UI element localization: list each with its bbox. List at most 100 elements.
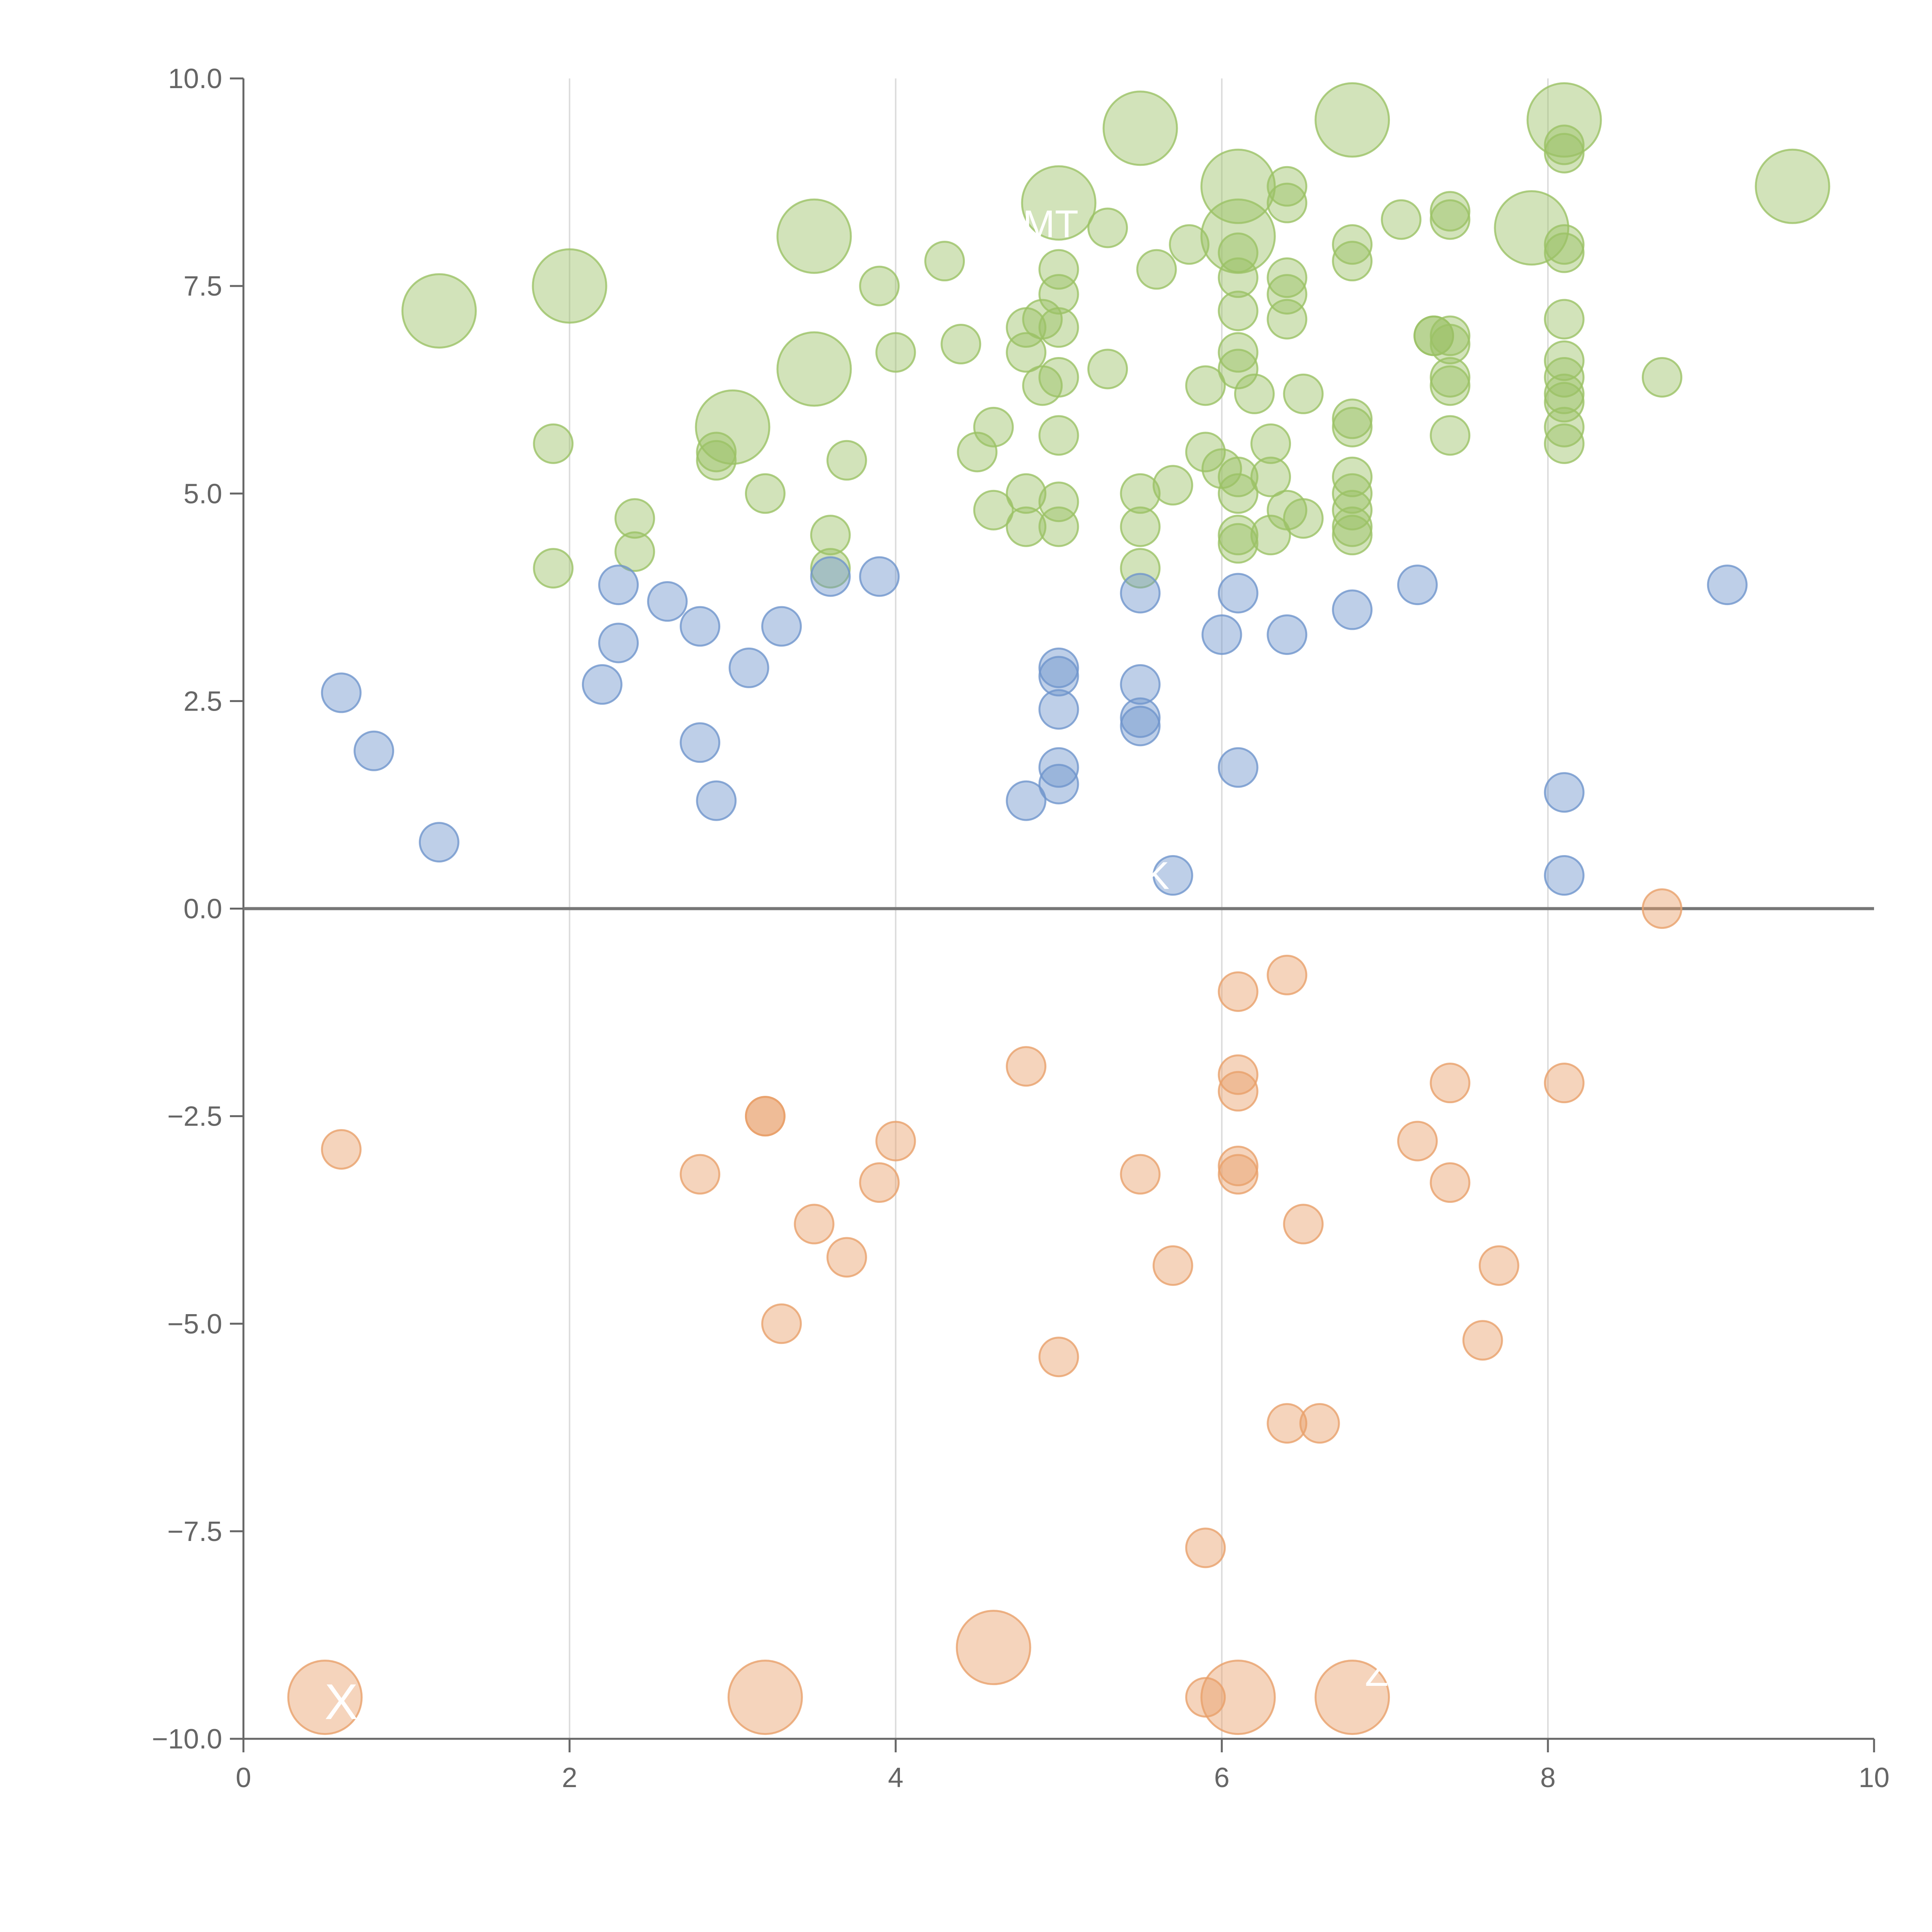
data-point — [1332, 515, 1373, 556]
data-point — [1218, 971, 1259, 1012]
x-tick-label: 0 — [236, 1762, 251, 1793]
data-point — [875, 332, 916, 373]
data-point — [1430, 1063, 1471, 1104]
data-point — [1038, 656, 1079, 697]
data-point — [745, 473, 786, 514]
data-point — [727, 1660, 803, 1735]
data-point — [1332, 406, 1373, 447]
data-point — [761, 606, 802, 647]
y-tick-label: 7.5 — [184, 271, 222, 302]
data-point — [1544, 855, 1585, 896]
data-point — [1218, 257, 1259, 298]
data-point — [1218, 523, 1259, 564]
data-point — [1218, 747, 1259, 788]
data-point — [1315, 1660, 1390, 1735]
data-point — [1267, 614, 1308, 655]
data-point — [1544, 224, 1585, 265]
data-point — [1544, 133, 1585, 173]
data-point — [1267, 182, 1308, 223]
data-point — [287, 1660, 363, 1735]
data-point — [1494, 190, 1570, 266]
data-point — [1152, 1245, 1193, 1286]
data-point — [1218, 332, 1259, 373]
data-point — [1544, 373, 1585, 414]
data-point — [1006, 780, 1047, 821]
data-point — [1332, 589, 1373, 630]
data-point — [532, 248, 607, 324]
data-point — [1218, 1071, 1259, 1112]
data-point — [1006, 1046, 1047, 1087]
data-point — [1332, 506, 1373, 547]
data-point — [401, 273, 477, 349]
data-point — [1544, 1063, 1585, 1104]
data-point — [776, 331, 852, 407]
data-point — [1038, 307, 1079, 348]
data-point — [1430, 365, 1471, 406]
data-point — [1087, 207, 1128, 248]
data-point — [614, 531, 655, 572]
data-point — [973, 406, 1014, 447]
data-point — [1120, 473, 1161, 514]
data-point — [418, 822, 459, 863]
data-point — [957, 432, 998, 473]
data-point — [1218, 349, 1259, 389]
data-point — [826, 440, 867, 481]
y-tick-label: −10.0 — [152, 1724, 222, 1755]
data-point — [1544, 406, 1585, 447]
point-label: X — [325, 1673, 358, 1730]
data-point — [1218, 291, 1259, 332]
data-point — [1087, 349, 1128, 389]
data-point — [1120, 573, 1161, 614]
data-point — [1136, 249, 1177, 290]
data-point — [1120, 664, 1161, 705]
data-point — [940, 324, 981, 365]
data-point — [973, 490, 1014, 531]
data-point — [1544, 299, 1585, 340]
data-point — [1038, 747, 1079, 788]
data-point — [1152, 465, 1193, 506]
data-point — [1006, 332, 1047, 373]
axes: 10.0 7.5 5.0 2.5 0.0 −2.5 −5.0 −7.5 −10.0 0 2 4 6 8 10 — [152, 63, 1889, 1793]
data-point — [1315, 82, 1390, 158]
data-point — [680, 606, 721, 647]
data-point — [1397, 565, 1438, 605]
data-point — [1038, 481, 1079, 522]
data-point — [1200, 1660, 1276, 1735]
y-tick-label: 5.0 — [184, 478, 222, 509]
data-point — [1120, 706, 1161, 747]
data-point — [745, 1096, 786, 1137]
data-point — [1185, 432, 1226, 473]
data-point — [1544, 232, 1585, 273]
data-point — [1381, 199, 1422, 240]
data-point — [1218, 515, 1259, 556]
y-tick-label: −7.5 — [167, 1516, 222, 1547]
data-point — [1038, 764, 1079, 804]
x-tick-label: 4 — [888, 1762, 903, 1793]
x-tick-label: 8 — [1540, 1762, 1556, 1793]
data-point — [794, 1204, 835, 1245]
data-point — [1462, 1320, 1503, 1361]
data-point — [1430, 324, 1471, 365]
data-point — [1267, 257, 1308, 298]
data-point — [533, 548, 574, 589]
data-point — [1218, 456, 1259, 497]
data-point — [1234, 373, 1275, 414]
data-point — [1038, 249, 1079, 290]
data-point — [761, 1303, 802, 1344]
data-point — [859, 556, 900, 597]
data-point — [1185, 1677, 1226, 1718]
data-point — [1218, 232, 1259, 273]
data-point — [1185, 365, 1226, 406]
data-point — [1430, 1162, 1471, 1203]
y-tick-label: −2.5 — [167, 1101, 222, 1132]
data-point — [1299, 1403, 1340, 1444]
data-point — [1397, 1121, 1438, 1162]
data-point — [1332, 241, 1373, 282]
data-point — [1038, 357, 1079, 398]
data-point — [1283, 498, 1324, 539]
data-point — [776, 198, 852, 274]
data-point — [1218, 473, 1259, 514]
data-point — [1332, 398, 1373, 439]
data-point — [696, 432, 737, 473]
